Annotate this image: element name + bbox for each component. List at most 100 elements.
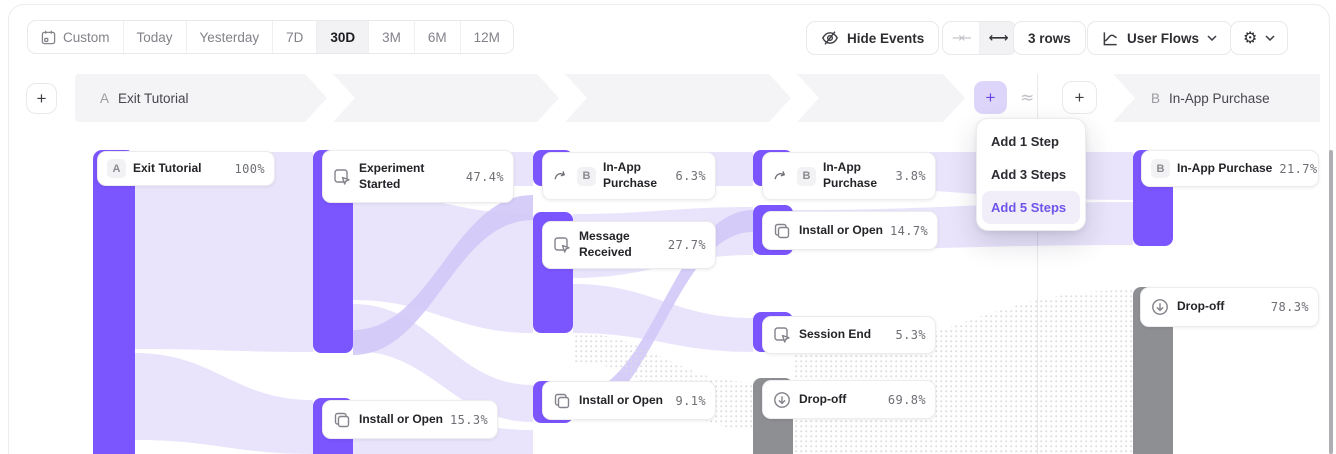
date-range-yesterday[interactable]: Yesterday [185,21,273,53]
flow-node-card[interactable]: B In-App Purchase 6.3% [542,152,716,200]
node-percent: 6.3% [675,169,706,183]
add-steps-menu: Add 1 Step Add 3 Steps Add 5 Steps [976,118,1086,231]
step-b-label: In-App Purchase [1169,90,1270,106]
approx-symbol: ≈ [1020,88,1035,108]
step-badge: B [1151,159,1170,178]
dropoff-icon [1150,297,1170,317]
step-badge: A [107,159,126,178]
node-percent: 47.4% [465,169,504,184]
flow-node-card[interactable]: Install or Open 9.1% [542,381,716,420]
date-range-selector: Custom Today Yesterday 7D 30D 3M 6M 12M [27,20,514,54]
date-range-30d[interactable]: 30D [316,21,369,53]
click-event-icon [332,167,352,187]
date-range-today[interactable]: Today [122,21,186,53]
node-percent: 3.8% [895,169,926,183]
node-percent: 14.7% [890,223,929,238]
add-step-right-button[interactable]: + [1062,81,1097,114]
step-segment-2[interactable] [333,74,559,122]
flow-chart-icon [1103,31,1117,45]
expand-width-button[interactable]: ←→ [978,22,1016,54]
flow-node-card[interactable]: Message Received 27.7% [542,221,716,269]
node-percent: 5.3% [895,328,926,342]
gear-icon: ⚙ [1243,28,1258,47]
flow-node-card[interactable]: A Exit Tutorial 100% [97,151,275,186]
arrows-outward-icon: ←→ [988,30,1009,46]
flow-node-card[interactable]: Install or Open 15.3% [322,400,498,439]
dropoff-icon [772,390,792,410]
node-percent: 15.3% [450,412,489,427]
step-a-prefix: A [100,90,110,106]
date-range-3m[interactable]: 3M [368,21,414,53]
eye-off-icon [822,31,838,45]
rows-label: 3 rows [1028,30,1071,46]
calendar-icon [41,30,56,44]
node-label: Install or Open [579,392,664,407]
step-b-prefix: B [1151,90,1161,106]
collapse-width-button[interactable]: →← [943,22,979,54]
settings-button[interactable]: ⚙ [1230,21,1289,55]
node-label: Drop-off [799,391,847,406]
step-segment-4[interactable] [797,74,965,122]
install-icon [552,391,572,411]
node-label: Install or Open [799,222,884,237]
plus-icon: + [36,88,47,108]
node-percent: 21.7% [1279,161,1318,176]
menu-item-add-1-step[interactable]: Add 1 Step [991,134,1059,149]
rows-button[interactable]: 3 rows [1013,21,1086,55]
chevron-down-icon [1207,35,1217,41]
flow-node-card[interactable]: Session End 5.3% [762,316,936,354]
plus-icon: + [1074,87,1085,107]
node-percent: 9.1% [675,393,706,408]
node-label: Install or Open [359,411,444,426]
flow-node-card[interactable]: Drop-off 69.8% [762,380,936,419]
node-label: In-App Purchase [603,160,658,190]
step-a-label: Exit Tutorial [118,90,189,106]
add-steps-dropdown-button[interactable]: + [974,81,1007,114]
node-percent: 69.8% [887,392,926,407]
flow-node-card[interactable]: B In-App Purchase 3.8% [762,152,936,200]
flow-node-card[interactable]: B In-App Purchase 21.7% [1141,150,1319,187]
date-range-6m[interactable]: 6M [413,21,460,53]
node-label: In-App Purchase [1177,160,1273,175]
redirect-icon [772,167,790,185]
flow-node-card[interactable]: Experiment Started 47.4% [322,150,514,203]
node-percent: 27.7% [667,238,706,252]
install-icon [772,221,792,241]
step-segment-b[interactable]: B In-App Purchase [1113,74,1320,122]
install-icon [332,410,352,430]
flow-node-card[interactable]: Drop-off 78.3% [1140,287,1319,327]
redirect-icon [552,167,570,185]
hide-events-button[interactable]: Hide Events [806,21,940,55]
node-label: Session End [799,327,872,342]
flow-bar[interactable] [93,150,135,454]
node-label: Exit Tutorial [133,160,202,175]
hide-events-label: Hide Events [847,30,925,46]
click-event-icon [772,325,792,345]
add-step-left-button[interactable]: + [26,83,57,114]
view-selector-button[interactable]: User Flows [1087,21,1233,55]
step-segment-3[interactable] [565,74,791,122]
node-percent: 100% [234,161,265,176]
flow-node-card[interactable]: Install or Open 14.7% [762,211,938,250]
view-selector-label: User Flows [1127,30,1200,46]
chevron-down-icon [1265,35,1275,41]
flow-divider-line [1037,74,1038,454]
plus-icon: + [985,87,996,107]
width-toggle-group: →← ←→ [942,21,1017,55]
date-range-label: Custom [63,29,110,45]
node-label: Drop-off [1177,299,1225,314]
click-event-icon [552,235,572,255]
node-label: Experiment Started [359,160,425,191]
node-label: In-App Purchase [823,160,878,190]
date-range-custom[interactable]: Custom [28,21,123,53]
step-segment-a[interactable]: A Exit Tutorial [75,74,327,122]
date-range-12m[interactable]: 12M [459,21,513,53]
node-label: Message Received [579,229,632,259]
node-percent: 78.3% [1270,300,1309,314]
arrows-inward-icon: →← [952,30,972,46]
vertical-scrollbar[interactable] [1329,150,1333,454]
menu-item-add-3-steps[interactable]: Add 3 Steps [991,167,1067,182]
date-range-7d[interactable]: 7D [272,21,316,53]
step-badge: B [797,166,816,186]
menu-item-add-5-steps[interactable]: Add 5 Steps [982,191,1080,224]
